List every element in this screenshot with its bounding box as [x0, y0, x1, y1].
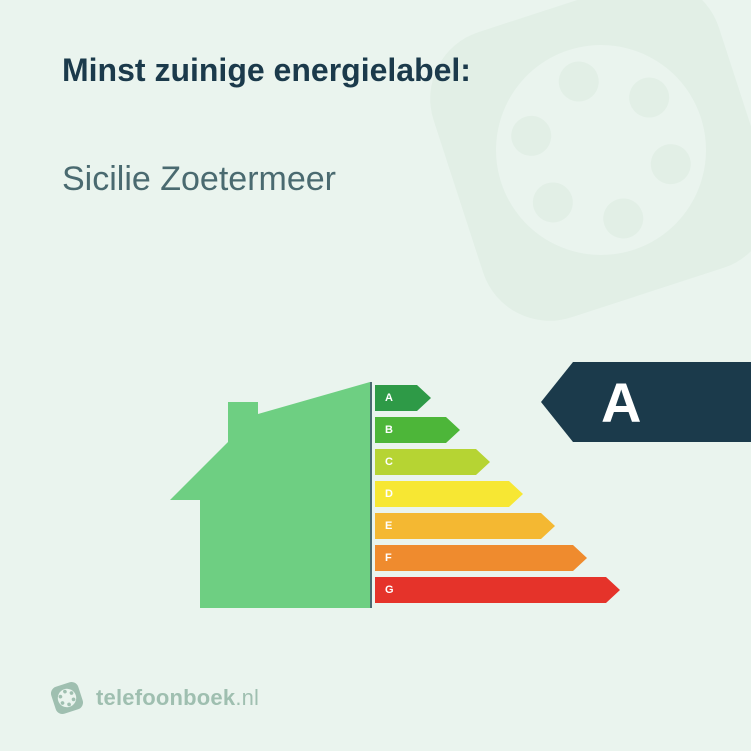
energy-bar-label: F	[385, 545, 392, 571]
brand-name-thin: .nl	[235, 685, 259, 710]
energy-bar-shape	[375, 481, 523, 507]
energy-bar-label: A	[385, 385, 393, 411]
energy-bar-shape	[375, 513, 555, 539]
energy-bar-label: D	[385, 481, 393, 507]
chart-divider	[370, 382, 372, 608]
house-icon	[160, 370, 380, 620]
selected-grade-badge: A	[541, 362, 751, 442]
energy-bar-label: E	[385, 513, 393, 539]
page-title: Minst zuinige energielabel:	[62, 52, 471, 89]
energy-bar-shape	[375, 545, 587, 571]
location-name: Sicilie Zoetermeer	[62, 160, 336, 199]
brand-logo-icon	[50, 681, 84, 715]
energy-bar-shape	[375, 385, 431, 411]
brand-name: telefoonboek.nl	[96, 685, 259, 711]
energy-label-chart: ABCDEFG	[160, 370, 600, 620]
card: Minst zuinige energielabel: Sicilie Zoet…	[0, 0, 751, 751]
grade-letter: A	[601, 370, 641, 435]
energy-bar-label: G	[385, 577, 394, 603]
footer: telefoonboek.nl	[50, 681, 259, 715]
brand-name-bold: telefoonboek	[96, 685, 235, 710]
energy-bar-label: B	[385, 417, 393, 443]
energy-bar-label: C	[385, 449, 393, 475]
energy-bar-shape	[375, 577, 620, 603]
grade-badge-shape	[541, 362, 751, 442]
